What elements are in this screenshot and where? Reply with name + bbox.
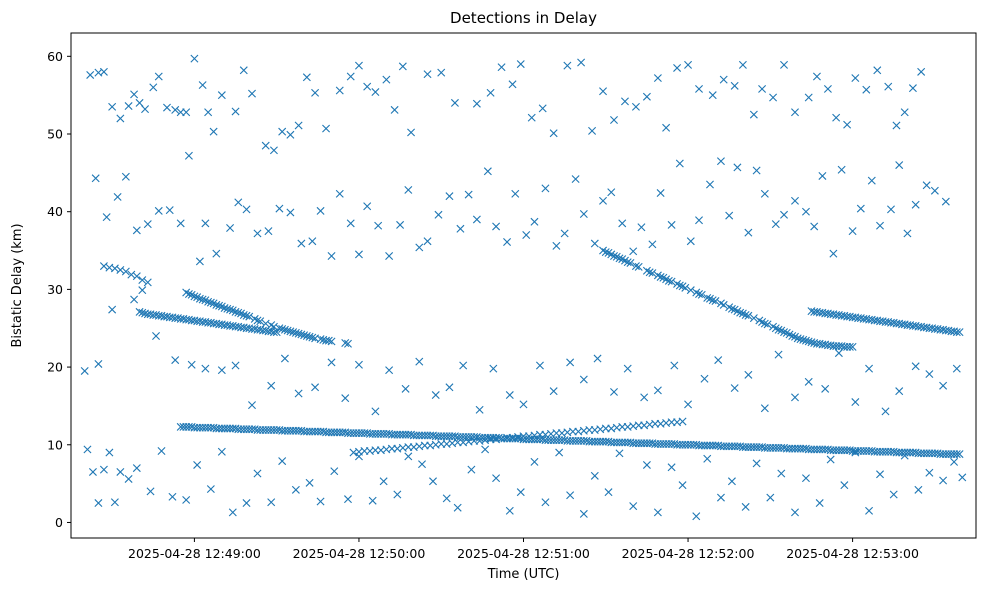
chart-background <box>0 0 989 590</box>
y-tick-label: 10 <box>47 437 63 452</box>
x-tick-label: 2025-04-28 12:49:00 <box>128 546 261 561</box>
y-tick-label: 30 <box>47 282 63 297</box>
y-tick-label: 0 <box>55 515 63 530</box>
y-tick-label: 50 <box>47 127 63 142</box>
y-tick-label: 20 <box>47 360 63 375</box>
scatter-chart: Detections in Delay 2025-04-28 12:49:00 2… <box>0 0 989 590</box>
x-axis-title: Time (UTC) <box>487 567 560 582</box>
y-tick-label: 40 <box>47 204 63 219</box>
y-axis-title: Bistatic Delay (km) <box>10 223 25 347</box>
chart-title: Detections in Delay <box>450 9 597 27</box>
x-tick-label: 2025-04-28 12:52:00 <box>622 546 755 561</box>
y-tick-label: 60 <box>47 49 63 64</box>
x-tick-label: 2025-04-28 12:50:00 <box>293 546 426 561</box>
x-tick-label: 2025-04-28 12:53:00 <box>786 546 919 561</box>
x-tick-label: 2025-04-28 12:51:00 <box>457 546 590 561</box>
